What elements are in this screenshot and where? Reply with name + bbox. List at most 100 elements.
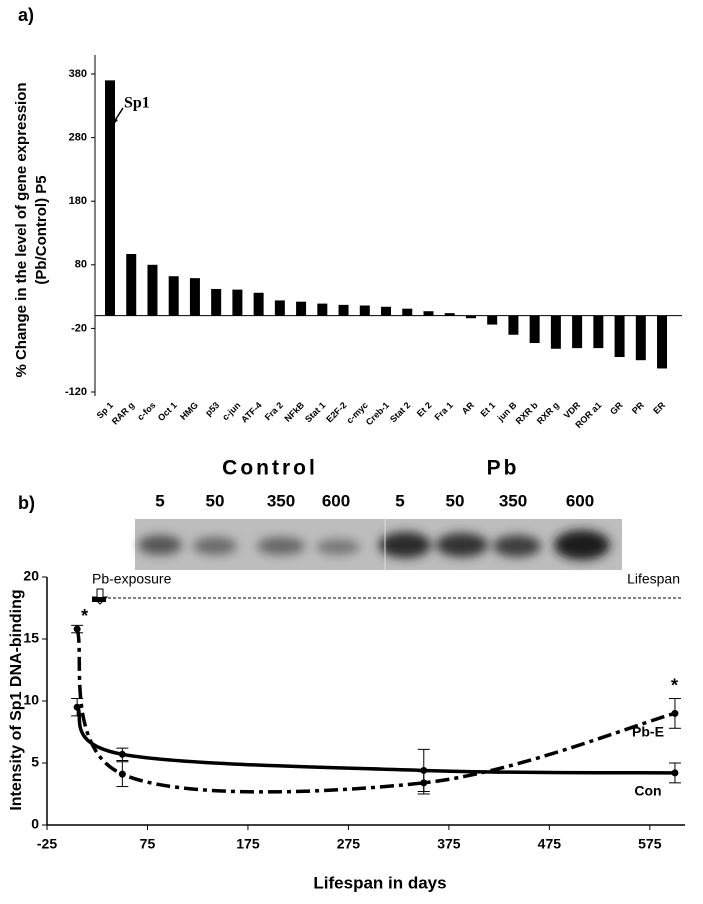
series-label: Con bbox=[634, 783, 661, 799]
bar bbox=[274, 300, 285, 316]
gel-lane-label: 600 bbox=[322, 491, 350, 510]
x-tick-label: 575 bbox=[638, 836, 662, 852]
bar bbox=[232, 289, 243, 316]
bar bbox=[550, 315, 561, 349]
x-tick-label: 275 bbox=[337, 836, 361, 852]
bar bbox=[211, 288, 222, 316]
bar bbox=[487, 315, 498, 325]
bar bbox=[296, 301, 307, 316]
x-tick-label: E2F-2 bbox=[324, 400, 348, 424]
gel bbox=[135, 519, 622, 570]
x-tick-label: HMG bbox=[178, 400, 200, 422]
gel-group-label: Control bbox=[222, 457, 318, 480]
bar bbox=[402, 308, 413, 316]
x-tick-label: Oct 1 bbox=[156, 400, 179, 423]
bar bbox=[572, 315, 583, 349]
bar bbox=[423, 311, 434, 316]
y-tick-label: -120 bbox=[65, 386, 87, 398]
y-tick-label: 280 bbox=[69, 132, 87, 144]
bar bbox=[359, 305, 370, 316]
data-point bbox=[73, 703, 81, 711]
x-tick-label: Et 2 bbox=[415, 400, 434, 419]
gel-lane-label: 5 bbox=[155, 491, 164, 510]
x-tick-label: GR bbox=[608, 400, 625, 417]
annotation: Lifespan bbox=[627, 571, 680, 587]
exposure-bar bbox=[92, 597, 106, 602]
y-tick-label: 180 bbox=[69, 195, 87, 207]
y-tick-label: 80 bbox=[75, 259, 87, 271]
panel-label: a) bbox=[18, 5, 34, 25]
gel-lane-label: 350 bbox=[499, 491, 527, 510]
bar bbox=[338, 304, 349, 316]
y-tick-label: 0 bbox=[31, 816, 39, 832]
x-tick-label: 375 bbox=[437, 836, 461, 852]
bar bbox=[508, 315, 519, 335]
x-tick-label: -25 bbox=[37, 836, 57, 852]
y-axis-label: Intensity of Sp1 DNA-binding bbox=[8, 589, 25, 810]
gel-lane-label: 50 bbox=[446, 491, 465, 510]
bar bbox=[593, 315, 604, 349]
panel-label: b) bbox=[18, 493, 35, 513]
x-tick-label: AR bbox=[460, 400, 477, 417]
gel-lane-label: 5 bbox=[395, 491, 404, 510]
gel-lane-label: 350 bbox=[267, 491, 295, 510]
bar bbox=[147, 264, 158, 316]
data-point bbox=[118, 750, 126, 758]
bar bbox=[381, 306, 392, 316]
y-tick-label: 380 bbox=[69, 68, 87, 80]
x-tick-label: Stat 2 bbox=[388, 400, 412, 424]
series-label: Pb-E bbox=[632, 724, 664, 740]
x-tick-label: RAR g bbox=[110, 400, 137, 427]
x-tick-label: Fra 2 bbox=[263, 400, 285, 422]
x-tick-label: ER bbox=[651, 400, 667, 416]
gel-group-label: Pb bbox=[487, 457, 520, 480]
x-axis-label: Lifespan in days bbox=[313, 873, 446, 892]
bar bbox=[126, 253, 137, 316]
x-tick-label: Stat 1 bbox=[303, 400, 327, 424]
annotation: Pb-exposure bbox=[92, 571, 172, 587]
gel-bands bbox=[138, 530, 610, 560]
series-line bbox=[75, 705, 675, 775]
bar bbox=[444, 313, 455, 316]
data-point bbox=[420, 766, 428, 774]
annotation-arrowhead bbox=[111, 117, 118, 126]
bar bbox=[635, 315, 646, 361]
x-tick-label: PR bbox=[630, 400, 646, 416]
x-tick-label: RXR b bbox=[514, 400, 541, 427]
x-tick-label: ATF-4 bbox=[239, 400, 264, 425]
gel-lane-label: 50 bbox=[206, 491, 225, 510]
y-tick-label: 10 bbox=[23, 692, 39, 708]
data-point bbox=[671, 709, 679, 717]
x-tick-label: NFkB bbox=[282, 400, 306, 424]
y-axis-label: (Pb/Control) P5 bbox=[33, 175, 50, 284]
annotation: Sp1 bbox=[124, 95, 150, 112]
bar bbox=[253, 292, 264, 316]
significance: * bbox=[671, 675, 678, 695]
y-tick-label: 5 bbox=[31, 754, 39, 770]
x-tick-label: p53 bbox=[203, 400, 221, 418]
x-tick-label: 75 bbox=[140, 836, 156, 852]
data-point bbox=[671, 769, 679, 777]
bar bbox=[105, 80, 115, 316]
x-tick-label: Creb-1 bbox=[364, 400, 391, 427]
data-point bbox=[118, 770, 126, 778]
x-tick-label: c-fos bbox=[135, 400, 157, 422]
y-tick-label: 15 bbox=[23, 630, 39, 646]
x-tick-label: 475 bbox=[538, 836, 562, 852]
gel-lane-label: 600 bbox=[566, 491, 594, 510]
bar bbox=[657, 315, 668, 369]
x-tick-label: Fra 1 bbox=[433, 400, 455, 422]
y-tick-label: 20 bbox=[23, 568, 39, 584]
bar bbox=[168, 276, 179, 316]
bar bbox=[529, 315, 540, 344]
y-axis-label: % Change in the level of gene expression bbox=[13, 82, 30, 377]
y-tick-label: -20 bbox=[71, 322, 87, 334]
data-point bbox=[73, 625, 81, 633]
significance: * bbox=[81, 606, 88, 626]
bar bbox=[317, 303, 328, 316]
bar bbox=[465, 315, 476, 319]
bar bbox=[614, 315, 625, 358]
x-tick-label: 175 bbox=[236, 836, 260, 852]
bar bbox=[189, 278, 200, 316]
